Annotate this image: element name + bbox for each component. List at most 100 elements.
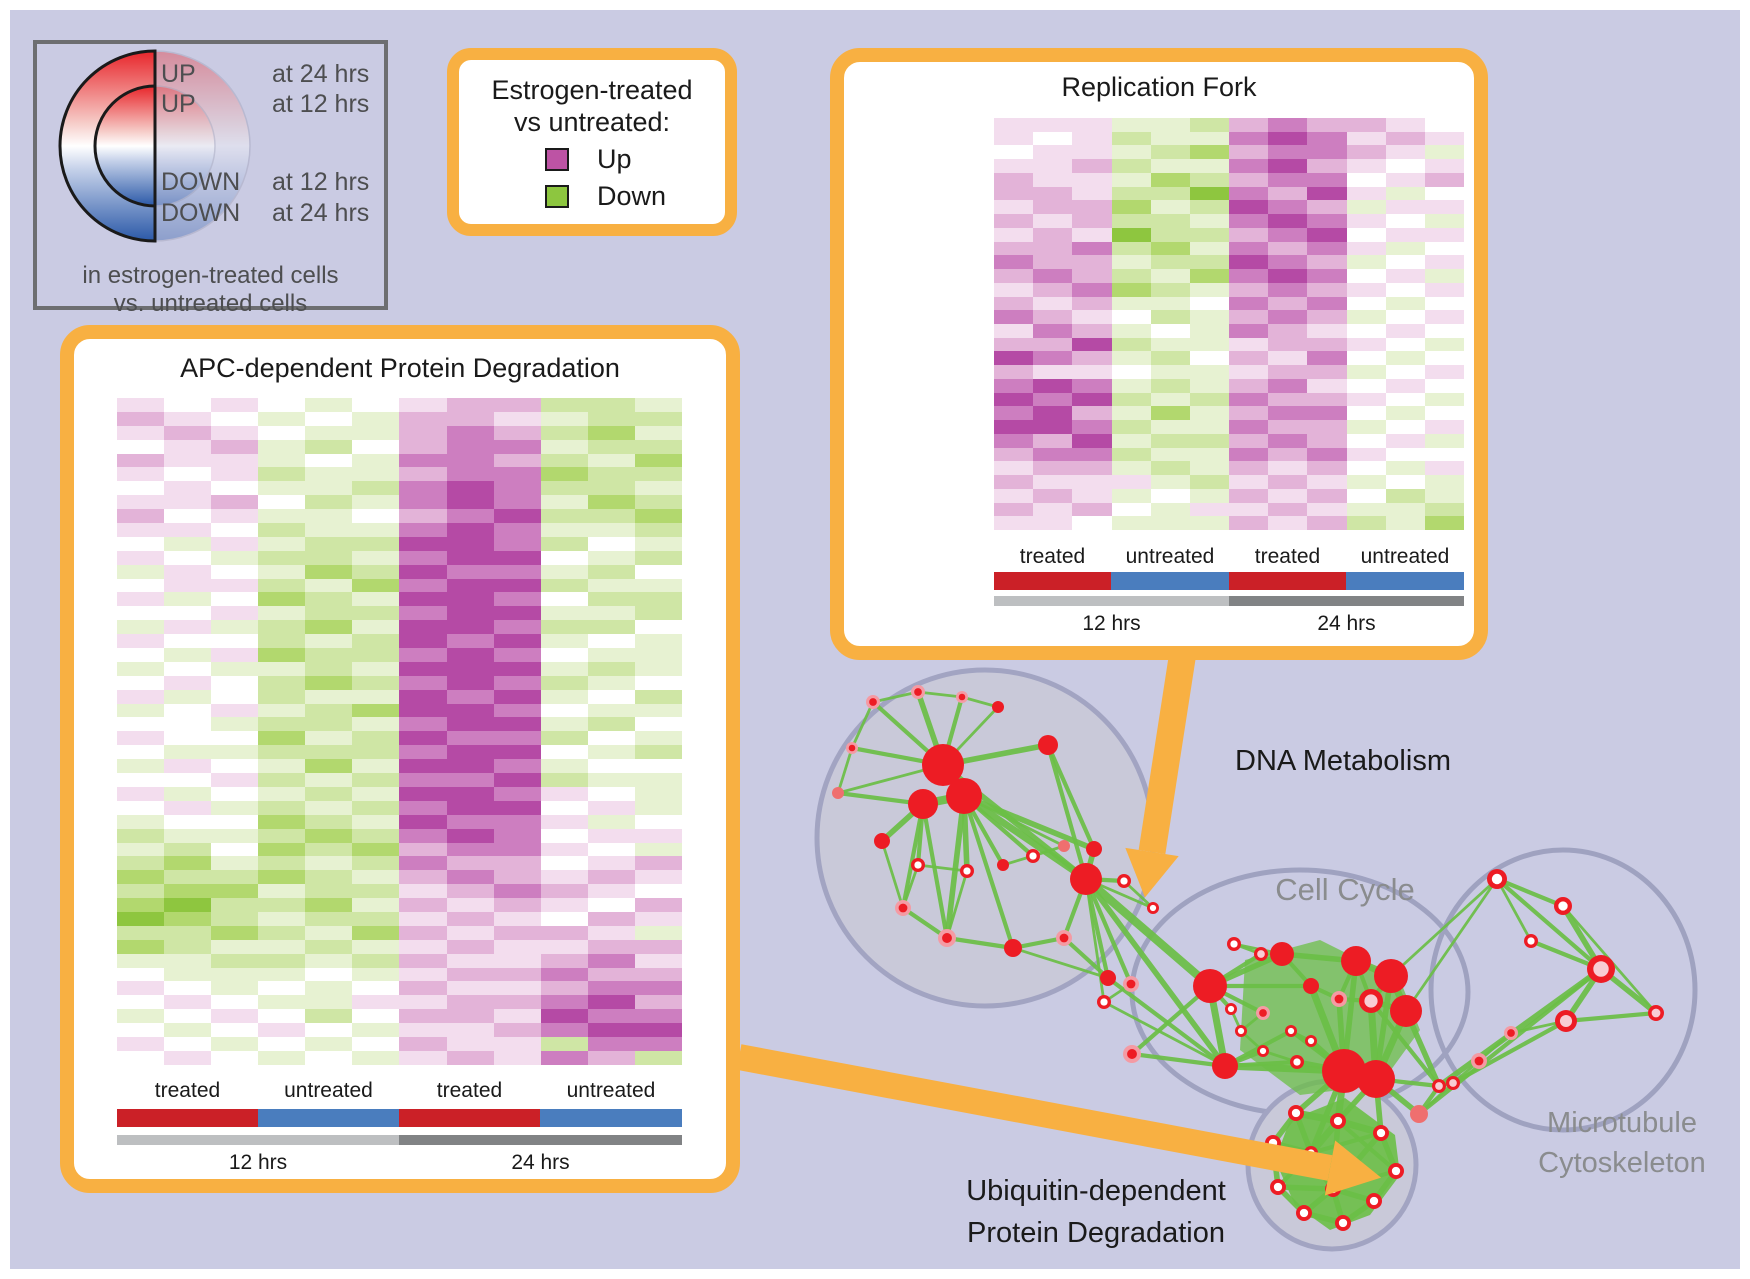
heatmap-cell [540,453,588,468]
heatmap-cell [1189,296,1230,311]
heatmap-cell [1111,118,1151,132]
heatmap-cell [1033,392,1073,407]
heatmap-cell [994,296,1034,311]
network-edge [960,792,1090,883]
heatmap-cell [446,842,494,857]
heatmap-cell [1111,269,1151,283]
heatmap-cell [1150,351,1190,366]
heatmap-row [994,365,1465,379]
heatmap-cell [258,425,306,440]
network-node-core [1059,933,1069,943]
heatmap-cell [1385,118,1425,132]
heatmap-cell [211,953,259,968]
heatmap-cell [117,675,165,690]
heatmap-cell [117,550,165,565]
heatmap-cell [587,1036,635,1051]
heatmap-row [117,731,682,746]
heatmap-cell [493,911,541,926]
heatmap-cell [1033,214,1073,228]
heatmap-cell [634,1036,682,1051]
callout-arrow-shaft [1138,649,1197,855]
heatmap-cell [994,118,1034,132]
heatmap-cell [1072,406,1112,421]
heatmap-cell [1229,269,1269,283]
heatmap-cell [399,995,447,1010]
heatmap-cell [493,939,541,954]
heatmap-cell [399,620,447,635]
heatmap-cell [540,592,588,607]
heatmap-cell [634,828,682,843]
heatmap-row [117,1050,682,1065]
heatmap-cell [1424,159,1465,173]
heatmap-cell [305,411,353,426]
heatmap-cell [634,661,682,676]
heatmap-cell [1268,447,1308,462]
heatmap-cell [540,842,588,857]
heatmap-row [117,786,682,801]
heatmap-cell [446,509,494,524]
heatmap-row [117,953,682,968]
heatmap-cell [117,828,165,843]
heatmap-cell [399,689,447,704]
heatmap-cell [994,488,1034,503]
heatmap-cell [1385,447,1425,462]
heatmap-cell [634,592,682,607]
network-node [1390,995,1422,1027]
cluster-ellipse [1428,847,1698,1133]
heatmap-row [994,488,1465,503]
network-node-core [1474,1056,1484,1066]
heatmap-cell [164,536,212,551]
heatmap-cell [1111,200,1151,215]
heatmap-cell [1111,172,1151,187]
heatmap-cell [540,703,588,718]
heatmap-cell [258,509,306,524]
heatmap-cell [446,925,494,940]
heatmap-cell [117,995,165,1010]
network-edge [1389,877,1499,978]
heatmap-cell [1229,420,1269,434]
heatmap-cell [211,1036,259,1051]
heatmap-cell [1033,227,1073,242]
column-group-label: treated [1019,545,1086,568]
heatmap-cell [634,939,682,954]
heatmap-cell [1385,488,1425,503]
heatmap-cell [587,592,635,607]
network-node-core [869,698,877,706]
heatmap-cell [352,745,400,760]
inner-circle-right-half [154,85,216,207]
heatmap-cell [164,842,212,857]
heatmap-cell [258,842,306,857]
network-node-core [1491,873,1503,885]
network-node-core [914,861,922,869]
heatmap-row [994,269,1465,283]
heatmap-cell [587,981,635,996]
heatmap-row [994,118,1465,132]
heatmap-cell [305,675,353,690]
heatmap-cell [164,870,212,885]
heatmap-cell [399,1009,447,1024]
heatmap-cell [493,661,541,676]
heatmap-cell [1150,227,1190,242]
column-group-label: untreated [284,1079,373,1102]
network-node-core [1449,1079,1457,1087]
heatmap-cell [1424,516,1465,531]
heatmap-cell [117,578,165,593]
heatmap-cell [994,461,1034,476]
heatmap-cell [634,911,682,926]
heatmap-cell [1150,118,1190,132]
heatmap-cell [352,717,400,732]
heatmap-cell [258,439,306,454]
network-node-core [1100,998,1108,1006]
heatmap-cell [352,786,400,801]
heatmap-cell [1072,241,1112,256]
heatmap-cell [1111,324,1151,338]
heatmap-cell [305,828,353,843]
heatmap-cell [258,898,306,912]
heatmap-cell [117,773,165,787]
heatmap-cell [587,550,635,565]
heatmap-cell [117,1009,165,1024]
heatmap-cell [1072,420,1112,434]
heatmap-cell [352,939,400,954]
heatmap-row [117,689,682,704]
heatmap-cell [1111,378,1151,393]
